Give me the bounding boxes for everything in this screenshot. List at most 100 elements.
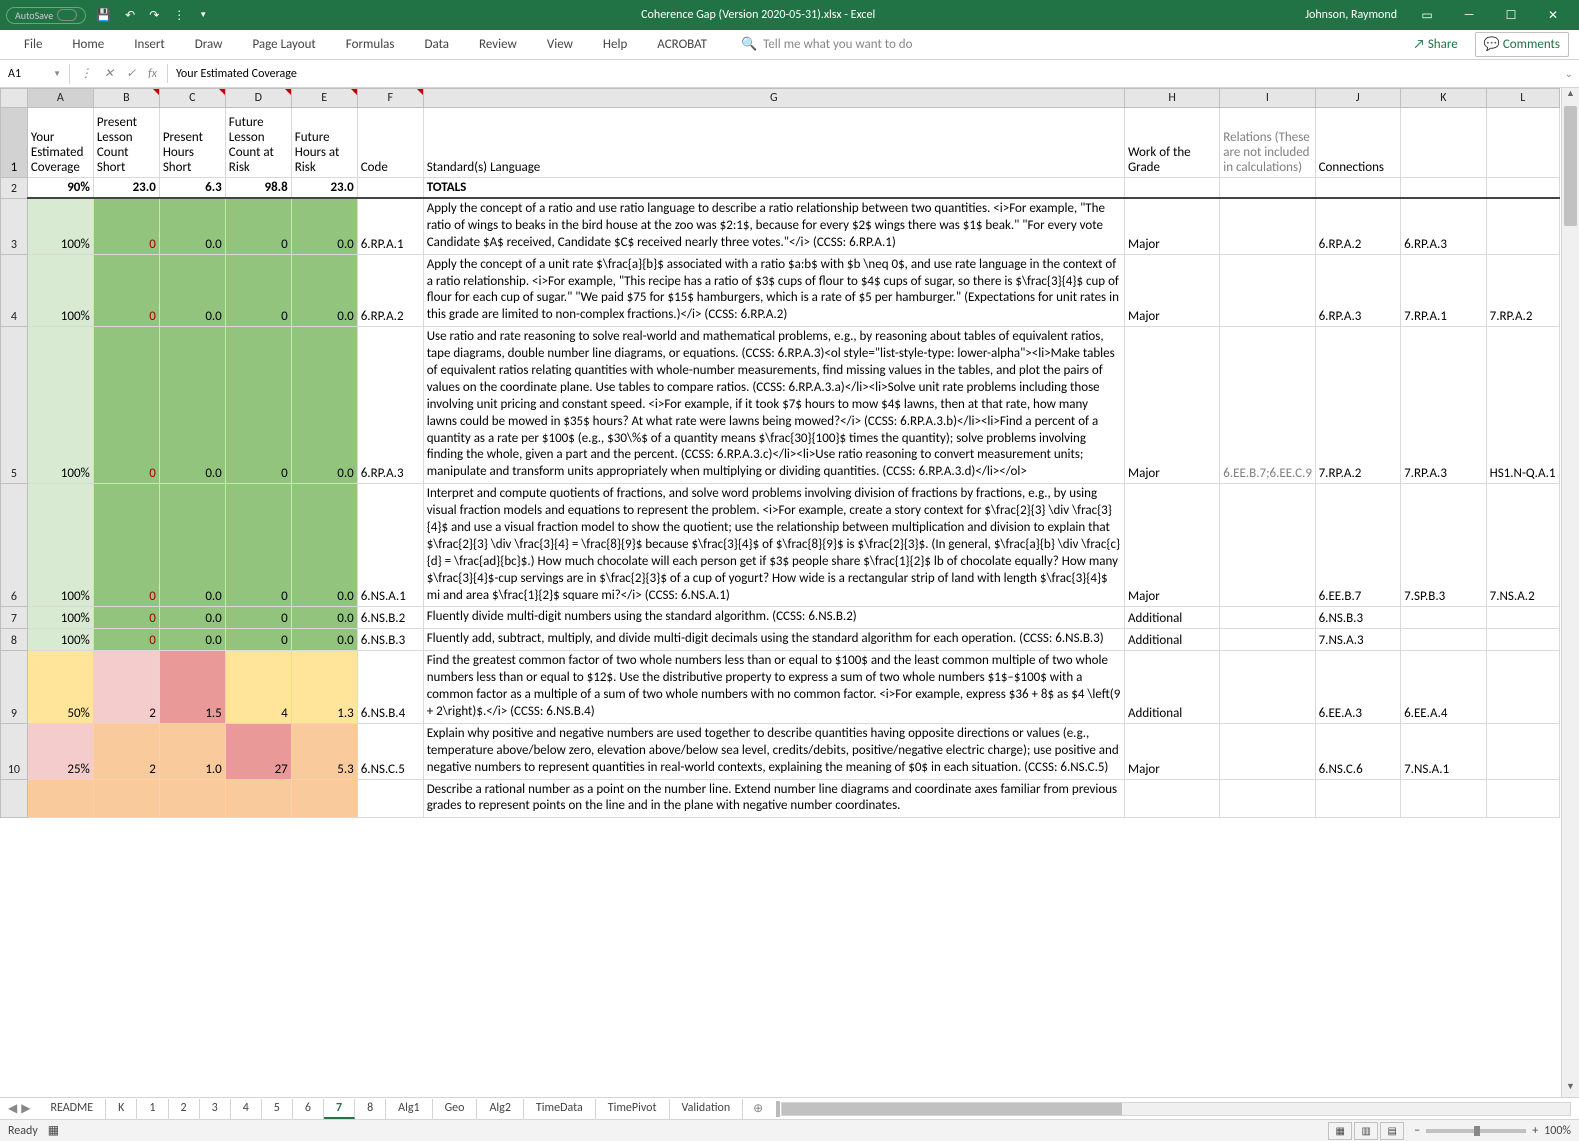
ribbon-display-icon[interactable]: ▭ — [1407, 2, 1447, 28]
sheet-tab-1[interactable]: 1 — [137, 1099, 168, 1119]
totals-cell-E[interactable]: 23.0 — [291, 178, 357, 199]
cell[interactable] — [1486, 779, 1559, 818]
name-box-dropdown-icon[interactable]: ▼ — [53, 69, 61, 79]
cell[interactable]: 0.0 — [159, 327, 225, 484]
cell[interactable]: 0 — [225, 198, 291, 254]
sheet-tab-3[interactable]: 3 — [200, 1099, 231, 1119]
row-header[interactable]: 6 — [1, 484, 28, 607]
autosave-toggle[interactable]: AutoSave — [6, 7, 86, 24]
page-break-view-icon[interactable]: ▤ — [1380, 1122, 1404, 1140]
cell[interactable] — [1220, 254, 1315, 327]
cell[interactable]: Additional — [1124, 651, 1219, 724]
cell[interactable]: 7.SP.B.3 — [1401, 484, 1487, 607]
h-scroll-thumb[interactable] — [782, 1103, 1122, 1115]
zoom-slider[interactable] — [1426, 1129, 1526, 1133]
scroll-down-icon[interactable]: ▼ — [1562, 1081, 1579, 1097]
touch-mode-icon[interactable]: ⋮ — [169, 6, 189, 25]
cell[interactable] — [1401, 607, 1487, 629]
header-cell-J[interactable]: Connections — [1315, 108, 1401, 178]
sheet-tab-6[interactable]: 6 — [293, 1099, 324, 1119]
cell[interactable]: 0.0 — [159, 198, 225, 254]
cell[interactable]: Use ratio and rate reasoning to solve re… — [423, 327, 1124, 484]
header-cell-K[interactable] — [1401, 108, 1487, 178]
cell[interactable] — [1486, 651, 1559, 724]
cell[interactable]: 0.0 — [291, 327, 357, 484]
ribbon-tab-file[interactable]: File — [10, 32, 56, 57]
totals-cell-H[interactable] — [1124, 178, 1219, 199]
sheet-tab-8[interactable]: 8 — [355, 1099, 386, 1119]
sheet-tab-alg2[interactable]: Alg2 — [477, 1099, 523, 1119]
ribbon-tab-help[interactable]: Help — [589, 32, 641, 57]
column-header-L[interactable]: L — [1486, 89, 1559, 108]
comments-button[interactable]: 💬 Comments — [1475, 32, 1569, 57]
undo-icon[interactable]: ↶ — [121, 6, 139, 25]
cell[interactable]: Explain why positive and negative number… — [423, 723, 1124, 779]
cell[interactable]: Major — [1124, 327, 1219, 484]
ribbon-tab-view[interactable]: View — [533, 32, 587, 57]
cell[interactable] — [27, 779, 93, 818]
ribbon-tab-insert[interactable]: Insert — [120, 32, 179, 57]
zoom-out-icon[interactable]: − — [1414, 1124, 1420, 1138]
cell[interactable]: 100% — [27, 327, 93, 484]
row-header-1[interactable]: 1 — [1, 108, 28, 178]
header-cell-F[interactable]: Code — [357, 108, 423, 178]
cell[interactable]: Describe a rational number as a point on… — [423, 779, 1124, 818]
sheet-tab-4[interactable]: 4 — [231, 1099, 262, 1119]
column-header-F[interactable]: F — [357, 89, 423, 108]
column-header-D[interactable]: D — [225, 89, 291, 108]
cell[interactable]: 6.EE.B.7 — [1315, 484, 1401, 607]
ribbon-tab-draw[interactable]: Draw — [181, 32, 237, 57]
cell[interactable]: 6.RP.A.3 — [1315, 254, 1401, 327]
cell[interactable]: 7.NS.A.2 — [1486, 484, 1559, 607]
cell[interactable]: 0 — [93, 629, 159, 651]
cell[interactable]: 0.0 — [159, 254, 225, 327]
cell[interactable]: 7.RP.A.2 — [1315, 327, 1401, 484]
cell[interactable]: 1.3 — [291, 651, 357, 724]
share-button[interactable]: ↗ Share — [1404, 32, 1466, 57]
cell[interactable]: 100% — [27, 254, 93, 327]
cell[interactable]: 27 — [225, 723, 291, 779]
cell[interactable]: 7.RP.A.3 — [1401, 327, 1487, 484]
header-cell-I[interactable]: Relations (These are not included in cal… — [1220, 108, 1315, 178]
cell[interactable]: 6.RP.A.2 — [1315, 198, 1401, 254]
cell[interactable]: 6.RP.A.2 — [357, 254, 423, 327]
cell[interactable]: 2 — [93, 723, 159, 779]
maximize-icon[interactable]: ☐ — [1491, 2, 1531, 28]
cell[interactable]: 6.NS.C.6 — [1315, 723, 1401, 779]
save-icon[interactable]: 💾 — [92, 6, 115, 25]
sheet-tab-readme[interactable]: README — [38, 1099, 106, 1119]
sheet-tab-2[interactable]: 2 — [169, 1099, 200, 1119]
tab-scroll-split[interactable] — [776, 1101, 780, 1117]
grid[interactable]: ABCDEFGHIJKL 1Your Estimated CoveragePre… — [0, 88, 1561, 1097]
vertical-scrollbar[interactable]: ▲ ▼ — [1561, 88, 1579, 1097]
cell[interactable]: 5.3 — [291, 723, 357, 779]
new-sheet-icon[interactable]: ⊕ — [743, 1099, 773, 1118]
cell[interactable] — [291, 779, 357, 818]
cell[interactable]: 7.NS.A.1 — [1401, 723, 1487, 779]
cell[interactable]: 1.0 — [159, 723, 225, 779]
totals-cell-D[interactable]: 98.8 — [225, 178, 291, 199]
sheet-nav-prev-icon[interactable]: ◀ — [8, 1101, 17, 1116]
zoom-in-icon[interactable]: + — [1532, 1124, 1538, 1138]
cell[interactable]: 6.EE.A.3 — [1315, 651, 1401, 724]
cell[interactable]: 4 — [225, 651, 291, 724]
cell[interactable]: 0 — [225, 629, 291, 651]
cell[interactable]: 6.EE.B.7;6.EE.C.9 — [1220, 327, 1315, 484]
cell[interactable]: 6.NS.B.3 — [357, 629, 423, 651]
cell[interactable] — [1315, 779, 1401, 818]
sheet-tab-k[interactable]: K — [106, 1099, 137, 1119]
cell[interactable]: HS1.N-Q.A.1 — [1486, 327, 1559, 484]
cell[interactable]: 6.NS.C.5 — [357, 723, 423, 779]
cell[interactable] — [1220, 779, 1315, 818]
macro-record-icon[interactable]: ▦ — [48, 1123, 59, 1138]
cell[interactable]: 0.0 — [159, 629, 225, 651]
cell[interactable] — [225, 779, 291, 818]
cell[interactable]: 100% — [27, 607, 93, 629]
column-header-J[interactable]: J — [1315, 89, 1401, 108]
cell[interactable]: 0.0 — [159, 484, 225, 607]
cell[interactable] — [1220, 629, 1315, 651]
column-header-B[interactable]: B — [93, 89, 159, 108]
sheet-nav-next-icon[interactable]: ▶ — [21, 1101, 30, 1116]
totals-cell-I[interactable] — [1220, 178, 1315, 199]
cell[interactable]: Additional — [1124, 629, 1219, 651]
